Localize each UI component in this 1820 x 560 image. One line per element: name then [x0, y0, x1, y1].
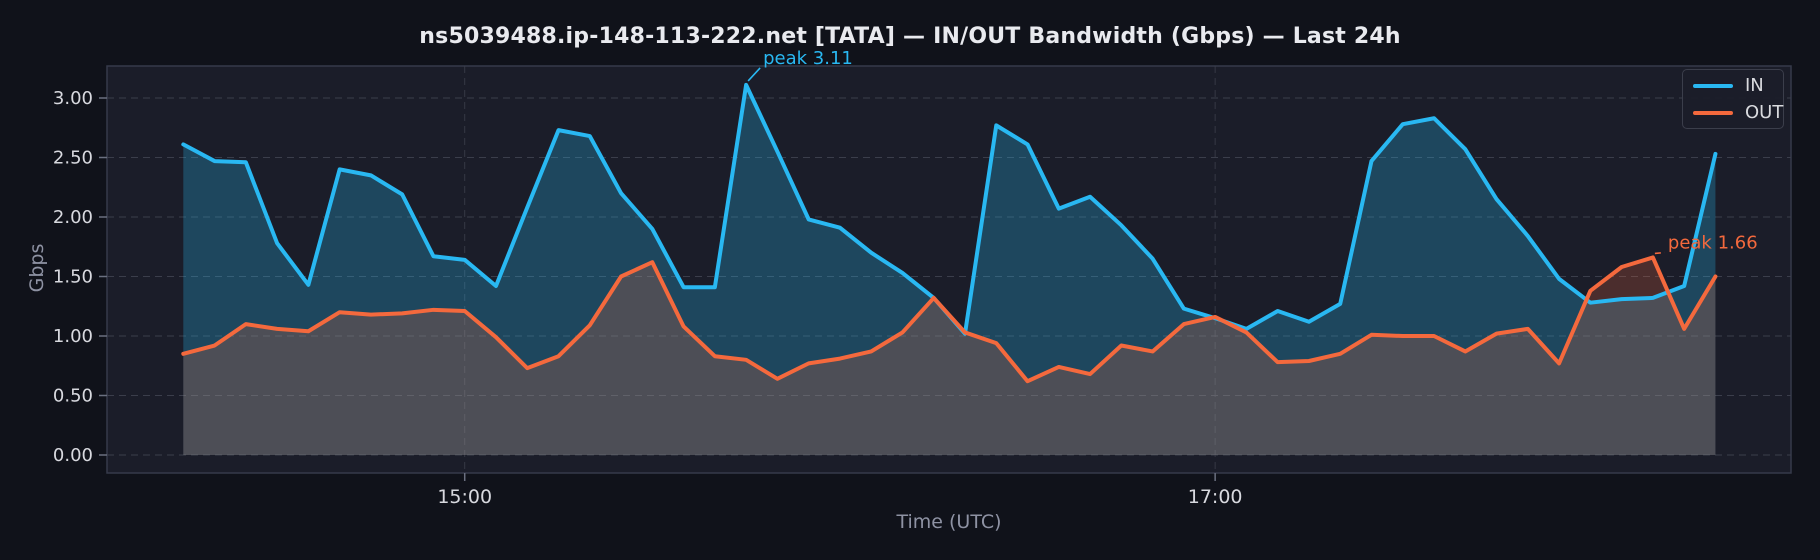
- legend-swatch-in: [1693, 83, 1733, 88]
- x-tick-label: 17:00: [1188, 486, 1243, 508]
- y-axis-label: Gbps: [26, 243, 48, 293]
- plot-background: [106, 65, 1792, 474]
- y-tick-label: 2.00: [53, 207, 93, 228]
- x-axis-label: Time (UTC): [896, 511, 1002, 533]
- annotation-connector-out: [1654, 251, 1665, 255]
- annotation-connector-in: [747, 67, 761, 82]
- y-tick-label: 3.00: [53, 88, 93, 109]
- y-tick-label: 0.50: [53, 386, 93, 407]
- y-tick-label: 0.00: [53, 445, 93, 466]
- chart-title: ns5039488.ip-148-113-222.net [TATA] — IN…: [419, 24, 1401, 49]
- x-tick-label: 15:00: [437, 486, 492, 508]
- in-area: [183, 84, 1716, 455]
- annotation-peak-out: peak 1.66: [1668, 232, 1758, 253]
- y-tick-label: 1.00: [53, 326, 93, 347]
- legend: IN OUT: [1682, 69, 1784, 129]
- y-tick-label: 2.50: [53, 148, 93, 169]
- legend-item-out: OUT: [1693, 101, 1784, 123]
- legend-swatch-out: [1693, 110, 1733, 115]
- legend-label-out: OUT: [1745, 101, 1784, 123]
- y-tick-label: 1.50: [53, 267, 93, 288]
- annotation-peak-in: peak 3.11: [763, 48, 853, 69]
- out-line: [181, 255, 1718, 384]
- legend-item-in: IN: [1693, 74, 1783, 96]
- legend-label-in: IN: [1745, 74, 1764, 96]
- out-area: [183, 257, 1716, 455]
